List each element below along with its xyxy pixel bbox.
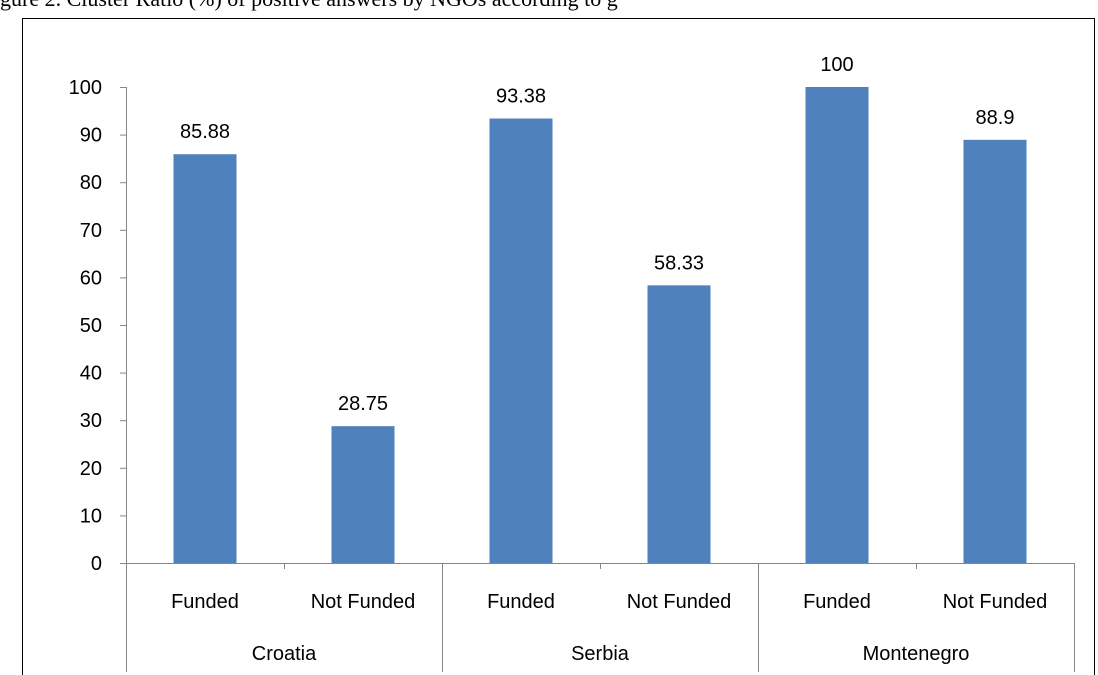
x-axis: Funded Not Funded Croatia Funded Not Funded S… bbox=[126, 563, 1075, 672]
bar bbox=[647, 285, 711, 563]
data-label: 88.9 bbox=[976, 107, 1015, 129]
data-label: 28.75 bbox=[338, 393, 388, 415]
category-label: Not Funded bbox=[627, 591, 732, 613]
data-label: 58.33 bbox=[654, 252, 704, 274]
y-tick-label: 30 bbox=[80, 410, 102, 432]
y-tick-label: 80 bbox=[80, 172, 102, 194]
bar-series: 85.88 28.75 93.38 58.33 100 88.9 bbox=[173, 54, 1027, 564]
category-label: Not Funded bbox=[311, 591, 416, 613]
y-tick-label: 90 bbox=[80, 125, 102, 147]
y-tick-label: 50 bbox=[80, 315, 102, 337]
y-tick-label: 70 bbox=[80, 220, 102, 242]
bar bbox=[805, 87, 869, 563]
group-label: Montenegro bbox=[863, 643, 970, 665]
data-label: 100 bbox=[820, 54, 853, 76]
data-label: 93.38 bbox=[496, 86, 546, 108]
y-tick-label: 40 bbox=[80, 363, 102, 385]
bar bbox=[173, 154, 237, 564]
bar bbox=[331, 426, 395, 563]
y-tick-label: 60 bbox=[80, 267, 102, 289]
y-tick-label: 0 bbox=[91, 553, 102, 575]
group-label: Croatia bbox=[252, 643, 317, 665]
data-label: 85.88 bbox=[180, 121, 230, 143]
y-tick-label: 10 bbox=[80, 505, 102, 527]
category-label: Funded bbox=[487, 591, 555, 613]
figure-caption: gure 2. Cluster Ratio (%) of positive an… bbox=[0, 0, 1098, 12]
group-label: Serbia bbox=[571, 643, 630, 665]
category-label: Funded bbox=[171, 591, 239, 613]
y-tick-label: 20 bbox=[80, 458, 102, 480]
y-axis: 0 10 20 30 40 50 60 70 80 90 100 bbox=[69, 77, 126, 575]
category-label: Not Funded bbox=[943, 591, 1048, 613]
category-label: Funded bbox=[803, 591, 871, 613]
bar bbox=[963, 139, 1027, 563]
y-tick-label: 100 bbox=[69, 77, 102, 99]
chart-frame bbox=[22, 18, 1095, 675]
bar bbox=[489, 118, 553, 563]
